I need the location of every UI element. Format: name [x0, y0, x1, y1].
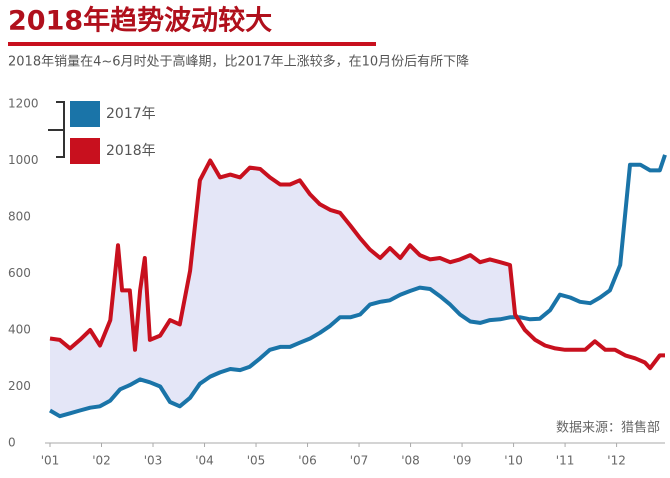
series-line [49, 158, 665, 371]
y-tick-label: 400 [8, 323, 31, 337]
x-tick-label: '02 [92, 454, 111, 468]
y-tick-label: 0 [8, 436, 16, 450]
x-tick-label: '01 [41, 454, 60, 468]
chart-title: 2018年趋势波动较大 [8, 5, 272, 37]
legend-label: 2018年 [106, 143, 156, 159]
y-tick-label: 200 [8, 379, 31, 393]
y-tick-label: 800 [8, 210, 31, 224]
fill-between [50, 160, 521, 417]
x-tick-label: '11 [556, 454, 575, 468]
x-tick-label: '07 [350, 454, 369, 468]
x-tick-label: '03 [144, 454, 163, 468]
x-tick-label: '05 [247, 454, 266, 468]
legend-label: 2017年 [106, 106, 156, 122]
series-line [48, 154, 667, 419]
source-note: 数据来源：猎售部 [556, 420, 660, 436]
x-tick-label: '12 [607, 454, 626, 468]
legend-swatch [70, 101, 100, 127]
x-tick-label: '09 [453, 454, 472, 468]
x-tick-label: '04 [195, 454, 214, 468]
x-tick-label: '08 [401, 454, 420, 468]
y-tick-label: 600 [8, 266, 31, 280]
legend-swatch [70, 138, 100, 164]
title-underline [8, 42, 376, 46]
y-tick-label: 1200 [8, 97, 39, 111]
y-tick-label: 1000 [8, 153, 39, 167]
x-tick-label: '10 [504, 454, 523, 468]
chart-subtitle: 2018年销量在4~6月时处于高峰期，比2017年上涨较多，在10月份后有所下降 [8, 54, 469, 70]
x-tick-label: '06 [298, 454, 317, 468]
legend-bracket [48, 101, 65, 158]
